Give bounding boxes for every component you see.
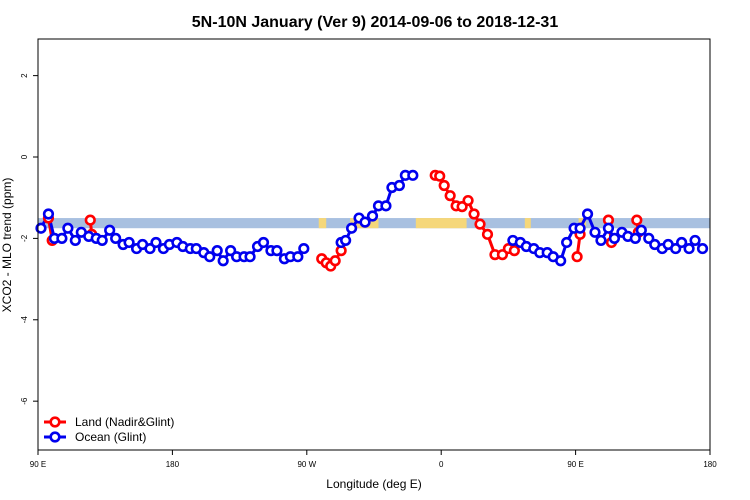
ocean-data-point — [595, 234, 607, 247]
x-axis-label: Longitude (deg E) — [326, 477, 421, 491]
ocean-data-point — [366, 210, 379, 222]
ocean-data-point — [204, 251, 216, 263]
legend: Land (Nadir&Glint) Ocean (Glint) — [44, 415, 174, 444]
land-data-point — [444, 190, 456, 202]
ocean-data-point — [676, 236, 688, 249]
ocean-data-point — [696, 242, 709, 255]
ocean-data-point — [561, 236, 573, 249]
legend-land-label: Land (Nadir&Glint) — [75, 415, 174, 429]
band-land — [318, 218, 327, 229]
ocean-data-point — [608, 232, 621, 244]
ocean-data-point — [635, 224, 647, 236]
x-tick-label: 0 — [439, 460, 444, 469]
ocean-data-point — [683, 242, 695, 255]
land-data-point — [84, 214, 96, 226]
y-axis-label: XCO2 - MLO trend (ppm) — [0, 178, 14, 313]
land-data-point — [462, 194, 474, 207]
ocean-data-point — [340, 234, 352, 247]
ocean-data-point — [629, 232, 641, 244]
x-tick-label: 180 — [166, 460, 180, 469]
ocean-data-point — [271, 245, 283, 257]
legend-ocean-marker — [49, 431, 61, 443]
y-tick-label: -6 — [20, 397, 29, 405]
plot-frame — [37, 38, 711, 451]
legend-ocean-label: Ocean (Glint) — [75, 430, 146, 444]
land-data-point — [474, 218, 486, 230]
y-tick-label: -4 — [20, 316, 29, 324]
land-data-point — [438, 179, 450, 192]
ocean-data-point — [589, 226, 601, 238]
ocean-data-point — [298, 242, 310, 255]
x-tick-label: 90 E — [567, 460, 583, 469]
ocean-data-point — [244, 251, 256, 263]
ocean-data-point — [211, 245, 223, 257]
x-tick-label: 90 W — [297, 460, 316, 469]
ocean-data-point — [393, 179, 405, 192]
ocean-data-point — [62, 222, 74, 234]
y-tick-label: -2 — [20, 234, 29, 242]
ocean-data-point — [42, 208, 55, 220]
ocean-data-point — [602, 222, 615, 234]
ocean-data-point — [123, 236, 135, 249]
y-axis-ticks: 2 0 -2 -4 -6 — [20, 73, 38, 405]
chart-title: 5N-10N January (Ver 9) 2014-09-06 to 201… — [192, 14, 559, 31]
ocean-data-point — [104, 224, 116, 236]
series-points — [35, 169, 709, 272]
ocean-data-point — [574, 222, 586, 234]
land-data-point — [631, 214, 643, 226]
ocean-data-point — [150, 236, 162, 249]
ocean-data-point — [69, 234, 81, 247]
ocean-data-point — [257, 236, 270, 249]
ocean-data-point — [689, 234, 701, 247]
x-tick-label: 180 — [703, 460, 717, 469]
land-data-point — [434, 170, 446, 182]
land-data-point — [481, 228, 494, 240]
ocean-data-point — [217, 255, 229, 267]
land-data-point — [571, 251, 583, 263]
ocean-data-point — [110, 232, 122, 244]
land-data-point — [468, 208, 480, 220]
y-tick-label: 0 — [20, 154, 29, 159]
ocean-data-point — [359, 216, 371, 228]
band-land — [415, 218, 467, 229]
x-axis-ticks: 90 E 180 90 W 0 90 E 180 — [30, 450, 717, 469]
land-data-point — [329, 255, 341, 267]
ocean-data-point — [581, 208, 594, 220]
x-tick-label: 90 E — [30, 460, 46, 469]
band-land — [524, 218, 531, 229]
ocean-data-point — [380, 200, 392, 212]
ocean-data-point — [292, 251, 304, 263]
ocean-data-point — [407, 169, 419, 181]
legend-land-marker — [49, 416, 61, 428]
land-data-point — [508, 245, 520, 257]
ocean-data-point — [555, 255, 567, 267]
ocean-data-point — [346, 222, 358, 234]
y-tick-label: 2 — [20, 73, 29, 78]
ocean-data-point — [96, 234, 108, 247]
ocean-data-point — [35, 222, 47, 234]
ocean-data-point — [56, 232, 68, 244]
